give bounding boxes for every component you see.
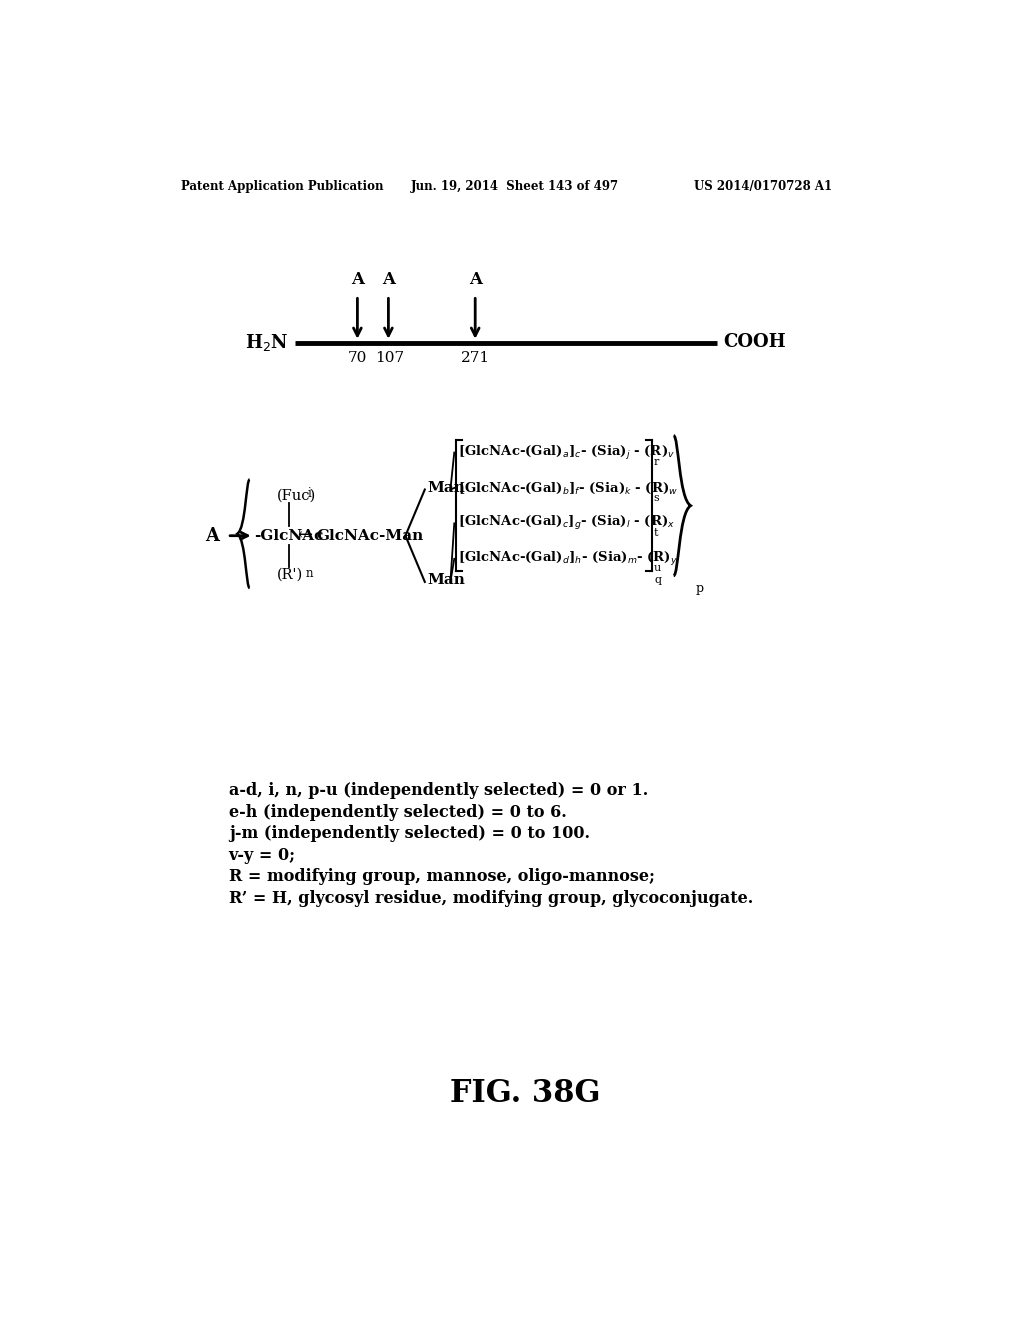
Text: r: r [653,457,658,467]
Text: j-m (independently selected) = 0 to 100.: j-m (independently selected) = 0 to 100. [228,825,590,842]
Text: A: A [206,527,219,545]
Text: q: q [654,576,662,585]
Text: A: A [351,271,364,288]
Text: FIG. 38G: FIG. 38G [450,1078,600,1109]
Text: A: A [382,271,395,288]
Text: ←: ← [297,525,312,544]
Text: [GlcNAc-(Gal)$_d$]$_h$- (Sia)$_m$- (R)$_y$: [GlcNAc-(Gal)$_d$]$_h$- (Sia)$_m$- (R)$_… [458,550,678,568]
Text: Jun. 19, 2014  Sheet 143 of 497: Jun. 19, 2014 Sheet 143 of 497 [411,180,618,193]
Text: H$_2$N: H$_2$N [245,331,289,352]
Text: i: i [308,487,311,500]
Text: Man: Man [427,573,465,587]
Text: u: u [653,564,660,573]
Text: Patent Application Publication: Patent Application Publication [180,180,383,193]
Text: [GlcNAc-(Gal)$_c$]$_g$- (Sia)$_l$ - (R)$_x$: [GlcNAc-(Gal)$_c$]$_g$- (Sia)$_l$ - (R)$… [458,515,675,532]
Text: R = modifying group, mannose, oligo-mannose;: R = modifying group, mannose, oligo-mann… [228,869,654,886]
Text: Man: Man [427,480,465,495]
Text: 70: 70 [348,351,367,364]
Text: a-d, i, n, p-u (independently selected) = 0 or 1.: a-d, i, n, p-u (independently selected) … [228,781,648,799]
Text: COOH: COOH [723,334,785,351]
Text: 271: 271 [461,351,489,364]
Text: [GlcNAc-(Gal)$_a$]$_c$- (Sia)$_j$ - (R)$_v$: [GlcNAc-(Gal)$_a$]$_c$- (Sia)$_j$ - (R)$… [458,444,675,462]
Text: n: n [305,566,313,579]
Text: US 2014/0170728 A1: US 2014/0170728 A1 [693,180,831,193]
Text: (R'): (R') [276,568,303,581]
Text: e-h (independently selected) = 0 to 6.: e-h (independently selected) = 0 to 6. [228,804,566,821]
Text: GlcNAc-Man: GlcNAc-Man [316,529,424,543]
Text: t: t [653,528,658,539]
Text: R’ = H, glycosyl residue, modifying group, glycoconjugate.: R’ = H, glycosyl residue, modifying grou… [228,890,753,907]
Text: p: p [695,582,703,595]
Text: -GlcNAc: -GlcNAc [254,529,324,543]
Text: s: s [653,492,659,503]
Text: 107: 107 [376,351,404,364]
Text: v-y = 0;: v-y = 0; [228,847,296,863]
Text: (Fuc): (Fuc) [276,488,316,503]
Text: [GlcNAc-(Gal)$_b$]$_f$- (Sia)$_k$ - (R)$_w$: [GlcNAc-(Gal)$_b$]$_f$- (Sia)$_k$ - (R)$… [458,480,678,495]
Text: A: A [469,271,481,288]
